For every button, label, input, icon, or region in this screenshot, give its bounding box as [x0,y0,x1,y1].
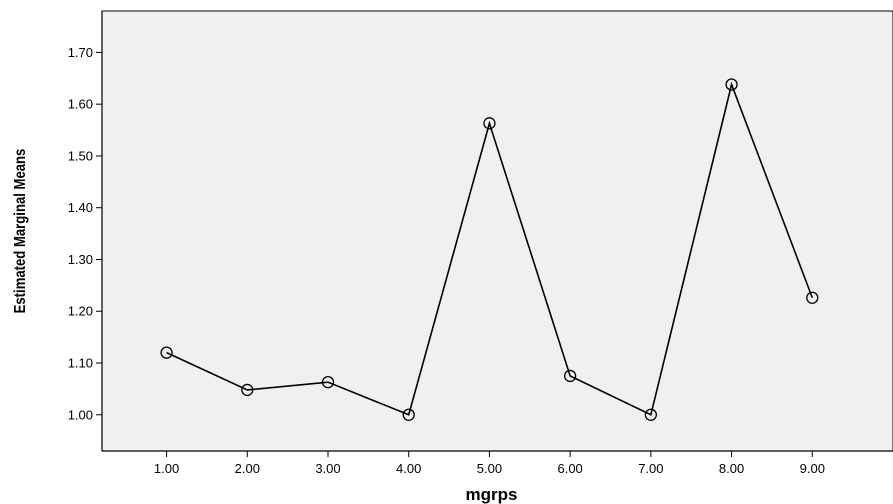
data-point [160,346,173,359]
data-point [321,376,335,389]
x-tick-label: 6.00 [557,461,582,476]
series-line [166,81,814,416]
y-tick-label: 1.10 [68,356,93,371]
y-tick-label: 1.20 [68,304,93,319]
y-tick-label: 1.00 [68,407,93,422]
x-axis: 1.00 2.00 3.00 4.00 5.00 6.00 7.00 8.00 9.00 [102,450,893,476]
data-point [241,383,254,397]
x-tick-label: 4.00 [396,461,421,476]
y-tick-label: 1.70 [68,45,93,60]
x-tick-label: 7.00 [638,461,663,476]
data-point [402,408,415,421]
x-tick-label: 3.00 [315,461,340,476]
x-axis-title: mgrps [466,485,518,504]
data-point [806,291,819,304]
data-point [644,408,658,421]
y-axis-title: Estimated Marginal Means [12,149,29,314]
data-point [563,369,577,383]
y-tick-label: 1.40 [68,200,93,215]
data-point [483,117,496,130]
x-tick-label: 5.00 [477,461,502,476]
y-tick-label: 1.30 [68,252,93,267]
series-layer [160,78,819,421]
x-tick-label: 8.00 [719,461,744,476]
y-tick-label: 1.60 [68,97,93,112]
x-tick-label: 2.00 [235,461,260,476]
y-axis: 1.00 1.10 1.20 1.30 1.40 1.50 1.60 1.70 [68,11,103,451]
data-point [725,78,738,91]
y-tick-label: 1.50 [68,148,93,163]
x-tick-label: 9.00 [800,461,825,476]
x-tick-label: 1.00 [154,461,179,476]
plot-area [101,10,893,452]
